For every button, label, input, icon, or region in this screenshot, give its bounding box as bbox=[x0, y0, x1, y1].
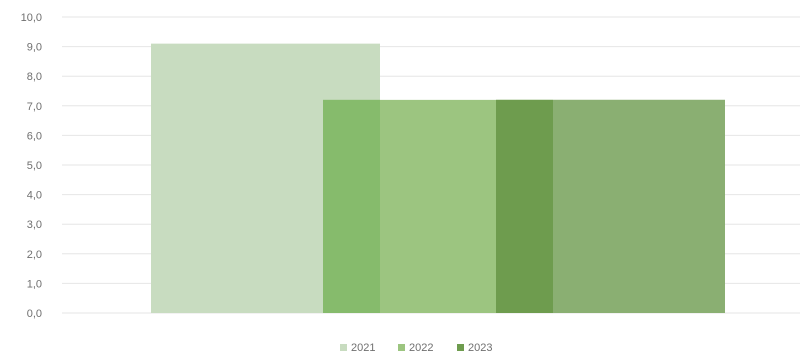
y-tick-label: 8,0 bbox=[27, 71, 42, 83]
bar-overlap-2021-2022 bbox=[323, 99, 380, 313]
legend-swatch-2021 bbox=[340, 344, 347, 351]
legend: 2021 2022 2023 bbox=[340, 342, 492, 354]
bars bbox=[151, 43, 725, 313]
y-tick-label: 10,0 bbox=[21, 12, 42, 24]
legend-label-2022: 2022 bbox=[409, 342, 433, 354]
y-tick-label: 1,0 bbox=[27, 278, 42, 290]
legend-label-2021: 2021 bbox=[351, 342, 375, 354]
legend-label-2023: 2023 bbox=[468, 342, 492, 354]
y-tick-label: 0,0 bbox=[27, 308, 42, 320]
y-tick-label: 9,0 bbox=[27, 42, 42, 54]
y-tick-label: 7,0 bbox=[27, 101, 42, 113]
legend-swatch-2023 bbox=[457, 344, 464, 351]
y-tick-label: 6,0 bbox=[27, 130, 42, 142]
y-tick-label: 2,0 bbox=[27, 249, 42, 261]
y-axis-labels: 0,0 1,0 2,0 3,0 4,0 5,0 6,0 7,0 8,0 9,0 10,0 bbox=[21, 12, 42, 320]
bar-2023-right bbox=[553, 99, 725, 313]
bar-overlap-2022-2023 bbox=[496, 99, 553, 313]
y-tick-label: 4,0 bbox=[27, 190, 42, 202]
y-tick-label: 5,0 bbox=[27, 160, 42, 172]
legend-swatch-2022 bbox=[398, 344, 405, 351]
y-tick-label: 3,0 bbox=[27, 219, 42, 231]
